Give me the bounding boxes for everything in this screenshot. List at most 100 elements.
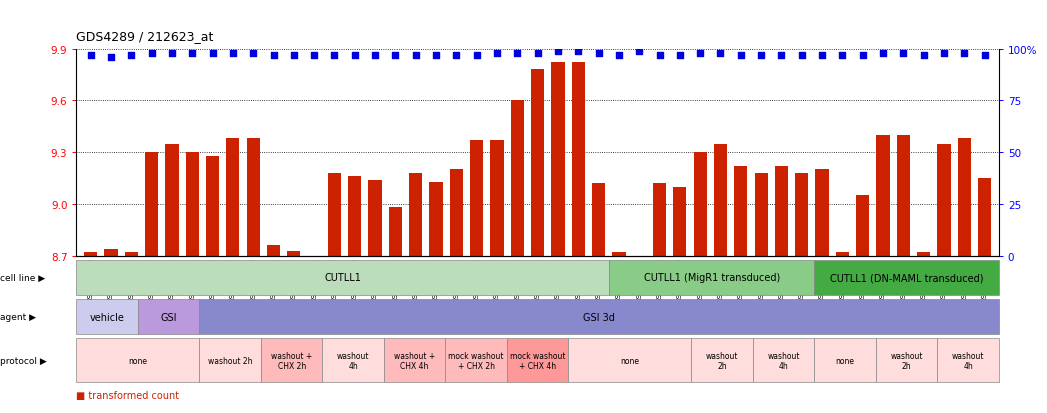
Bar	[429, 182, 443, 256]
Bar	[552, 63, 564, 256]
Bar	[653, 184, 666, 256]
Point	[834, 52, 851, 59]
Bar	[490, 141, 504, 256]
Bar	[226, 139, 240, 256]
Text: washout
2h: washout 2h	[890, 351, 922, 370]
Bar	[795, 173, 808, 256]
Text: mock washout
+ CHX 4h: mock washout + CHX 4h	[510, 351, 565, 370]
Bar	[165, 144, 179, 256]
Point	[163, 50, 180, 57]
Bar	[572, 63, 585, 256]
Point	[122, 52, 139, 59]
Point	[591, 50, 607, 57]
Point	[895, 50, 912, 57]
Bar	[612, 253, 625, 256]
Text: washout +
CHX 2h: washout + CHX 2h	[271, 351, 312, 370]
Bar	[876, 135, 890, 256]
Point	[265, 52, 282, 59]
Point	[936, 50, 953, 57]
Point	[489, 50, 506, 57]
Point	[347, 52, 363, 59]
Point	[448, 52, 465, 59]
Bar	[856, 196, 869, 256]
Point	[143, 50, 160, 57]
Point	[306, 52, 322, 59]
Point	[224, 50, 241, 57]
Bar	[125, 253, 138, 256]
Bar	[775, 166, 788, 256]
Point	[103, 55, 119, 61]
Point	[610, 52, 627, 59]
Point	[245, 50, 262, 57]
Text: GSI: GSI	[160, 312, 177, 322]
Bar	[185, 153, 199, 256]
Point	[468, 52, 485, 59]
Bar	[388, 208, 402, 256]
Bar	[978, 178, 992, 256]
Point	[570, 48, 586, 55]
Point	[427, 52, 444, 59]
Text: washout
4h: washout 4h	[767, 351, 800, 370]
Point	[671, 52, 688, 59]
Bar	[450, 170, 463, 256]
Bar	[673, 187, 687, 256]
Bar	[84, 253, 97, 256]
Text: washout +
CHX 4h: washout + CHX 4h	[394, 351, 436, 370]
Point	[956, 50, 973, 57]
Bar	[369, 180, 382, 256]
Point	[387, 52, 404, 59]
Bar	[937, 144, 951, 256]
Bar	[105, 249, 117, 256]
Text: GSI 3d: GSI 3d	[583, 312, 615, 322]
Point	[854, 52, 871, 59]
Bar	[755, 173, 767, 256]
Bar	[409, 173, 422, 256]
Point	[529, 50, 545, 57]
Bar	[836, 253, 849, 256]
Point	[773, 52, 789, 59]
Bar	[349, 177, 361, 256]
Point	[794, 52, 810, 59]
Point	[692, 50, 709, 57]
Text: cell line ▶: cell line ▶	[0, 273, 45, 282]
Text: none: none	[621, 356, 640, 365]
Text: washout
2h: washout 2h	[706, 351, 738, 370]
Text: none: none	[129, 356, 148, 365]
Bar	[734, 166, 748, 256]
Bar	[470, 141, 484, 256]
Bar	[144, 153, 158, 256]
Point	[915, 52, 932, 59]
Point	[204, 50, 221, 57]
Text: ■ transformed count: ■ transformed count	[76, 390, 179, 400]
Point	[407, 52, 424, 59]
Point	[753, 52, 770, 59]
Point	[326, 52, 342, 59]
Text: CUTLL1: CUTLL1	[325, 273, 361, 283]
Point	[651, 52, 668, 59]
Point	[733, 52, 750, 59]
Text: washout
4h: washout 4h	[337, 351, 370, 370]
Bar	[693, 153, 707, 256]
Text: vehicle: vehicle	[90, 312, 125, 322]
Bar	[328, 173, 341, 256]
Point	[366, 52, 383, 59]
Text: washout
4h: washout 4h	[952, 351, 984, 370]
Bar	[714, 144, 727, 256]
Point	[286, 52, 303, 59]
Point	[184, 50, 201, 57]
Point	[631, 48, 648, 55]
Text: CUTLL1 (DN-MAML transduced): CUTLL1 (DN-MAML transduced)	[830, 273, 983, 283]
Point	[976, 52, 993, 59]
Point	[83, 52, 99, 59]
Bar	[287, 251, 300, 256]
Bar	[247, 139, 260, 256]
Text: mock washout
+ CHX 2h: mock washout + CHX 2h	[448, 351, 504, 370]
Text: GDS4289 / 212623_at: GDS4289 / 212623_at	[76, 31, 214, 43]
Text: agent ▶: agent ▶	[0, 313, 36, 321]
Bar	[917, 253, 931, 256]
Text: washout 2h: washout 2h	[208, 356, 252, 365]
Bar	[267, 246, 281, 256]
Bar	[206, 156, 219, 256]
Point	[509, 50, 526, 57]
Text: CUTLL1 (MigR1 transduced): CUTLL1 (MigR1 transduced)	[644, 273, 780, 283]
